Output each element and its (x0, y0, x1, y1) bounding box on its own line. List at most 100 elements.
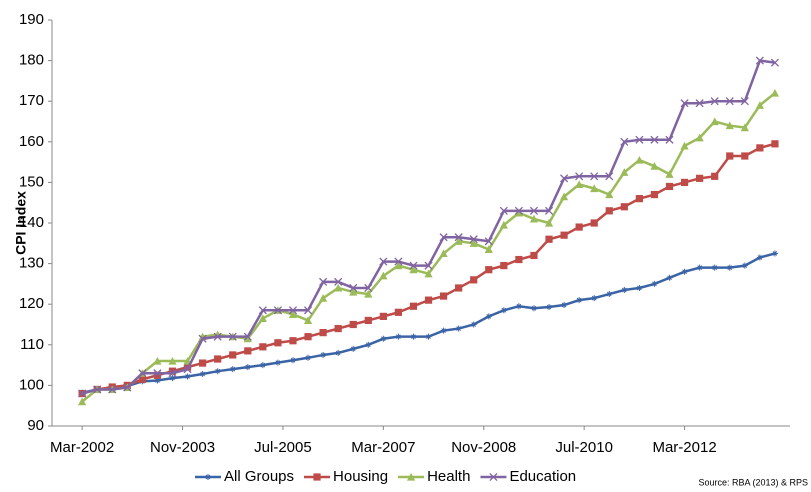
marker (380, 335, 387, 342)
legend-label: Education (509, 468, 576, 485)
marker (259, 343, 267, 351)
marker (515, 303, 522, 310)
marker (364, 283, 373, 293)
marker (228, 332, 237, 341)
marker (153, 371, 162, 379)
marker (620, 168, 629, 176)
marker (379, 271, 388, 280)
marker (469, 239, 478, 247)
marker (138, 369, 147, 378)
marker (489, 472, 498, 482)
marker (350, 345, 357, 352)
marker (379, 312, 387, 320)
marker (395, 333, 402, 340)
marker (484, 237, 493, 246)
marker (469, 235, 478, 244)
marker (78, 397, 87, 406)
marker (650, 190, 659, 199)
marker (711, 264, 718, 271)
source: Source: RBA (2013) & RPS (698, 477, 808, 487)
marker (605, 172, 614, 181)
marker (665, 170, 674, 178)
marker (365, 341, 372, 348)
marker (455, 325, 462, 332)
marker (500, 262, 508, 270)
marker (409, 265, 418, 274)
marker (334, 277, 343, 286)
marker (258, 314, 267, 323)
marker (576, 297, 583, 304)
y-tick-label: 110 (20, 336, 44, 353)
marker (591, 295, 598, 302)
marker (244, 347, 252, 355)
marker (313, 473, 321, 481)
marker (455, 284, 463, 292)
marker (590, 219, 598, 227)
marker (740, 97, 749, 106)
marker (288, 306, 298, 315)
marker (424, 296, 433, 304)
marker (665, 182, 674, 191)
marker (303, 316, 313, 325)
marker (454, 237, 463, 245)
x-tick-label: Nov-2003 (150, 439, 215, 456)
marker (635, 195, 643, 203)
marker (439, 233, 448, 242)
marker (711, 172, 719, 180)
marker (198, 334, 207, 343)
marker (575, 223, 583, 231)
marker (424, 269, 433, 278)
series-line (81, 59, 776, 395)
marker (696, 264, 703, 271)
x-tick-label: Nov-2008 (451, 439, 516, 456)
x-tick-label: Mar-2002 (50, 439, 114, 456)
marker (274, 359, 281, 366)
marker (770, 88, 780, 97)
marker (243, 332, 252, 341)
marker (425, 333, 432, 340)
marker (636, 284, 643, 291)
marker (695, 99, 704, 108)
marker (439, 249, 448, 258)
marker (575, 172, 584, 181)
marker (214, 368, 221, 375)
marker (289, 337, 297, 345)
marker (289, 357, 296, 364)
marker (349, 287, 358, 296)
marker (406, 472, 416, 481)
y-tick-label: 140 (19, 214, 44, 231)
legend-label: All Groups (224, 468, 294, 485)
marker (560, 174, 569, 183)
marker (620, 137, 629, 146)
marker (243, 334, 252, 343)
marker (153, 369, 162, 378)
marker (530, 251, 538, 260)
marker (169, 375, 176, 382)
legend-label: Housing (333, 468, 388, 485)
marker (770, 58, 779, 67)
marker (335, 349, 342, 356)
marker (695, 133, 704, 142)
marker (741, 262, 748, 269)
x-tick-label: Jul-2010 (555, 439, 613, 456)
marker (229, 351, 237, 359)
marker (605, 207, 613, 215)
marker (741, 152, 749, 160)
marker (621, 286, 628, 293)
marker (651, 280, 658, 287)
x-tick-label: Jul-2005 (254, 439, 312, 456)
marker (771, 140, 779, 148)
marker (304, 333, 312, 341)
marker (153, 356, 162, 365)
marker (394, 257, 403, 266)
marker (168, 369, 177, 378)
marker (485, 313, 492, 320)
marker (725, 121, 734, 130)
marker (334, 324, 342, 333)
marker (755, 101, 764, 109)
marker (514, 206, 523, 215)
marker (123, 383, 132, 392)
marker (575, 180, 584, 189)
